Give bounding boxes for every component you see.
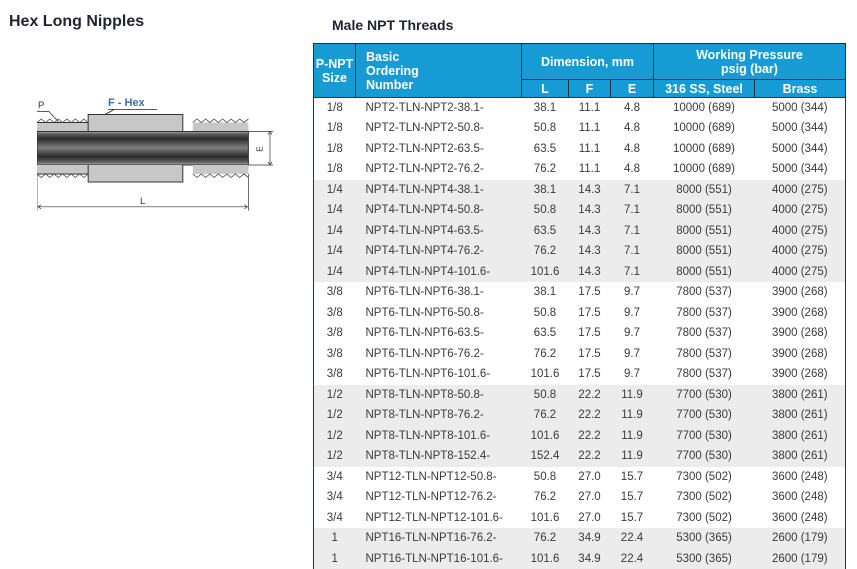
svg-text:F - Hex: F - Hex [108, 97, 146, 109]
svg-text:L: L [140, 196, 145, 207]
svg-text:P: P [38, 100, 44, 111]
svg-text:E: E [255, 146, 265, 152]
